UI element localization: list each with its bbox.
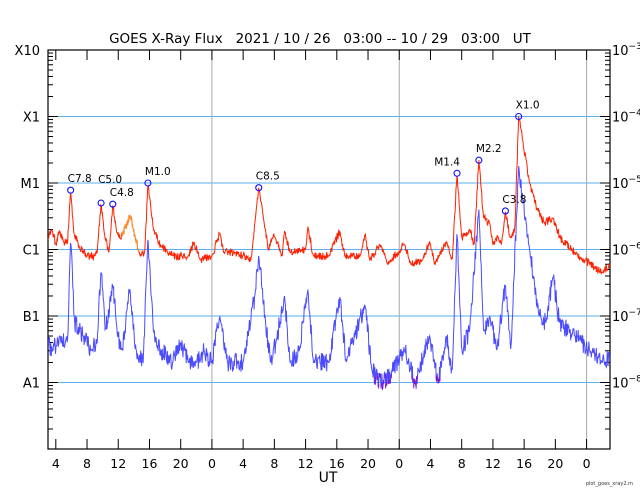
x-axis-label: UT — [318, 470, 338, 486]
flare-marker — [97, 199, 105, 207]
y-left-label: B1 — [23, 310, 40, 325]
flare-label: C8.5 — [256, 171, 280, 183]
flare-marker — [475, 156, 483, 164]
flare-marker — [144, 179, 152, 187]
flare-marker — [255, 184, 263, 192]
x-tick-label: 12 — [110, 456, 126, 471]
flare-label: C7.8 — [68, 173, 92, 185]
y-right-label-exponent: −5 — [629, 175, 640, 185]
x-tick-label: 16 — [329, 456, 345, 471]
x-tick-label: 20 — [547, 456, 563, 471]
y-left-label: A1 — [23, 377, 40, 392]
y-right-label-exponent: −3 — [629, 42, 640, 52]
x-tick-label: 4 — [239, 456, 247, 471]
flare-label: C5.0 — [98, 174, 122, 186]
y-right-label-exponent: −6 — [629, 242, 640, 252]
x-tick-label: 8 — [458, 456, 466, 471]
long-channel-line — [47, 116, 611, 275]
x-tick-label: 0 — [583, 456, 591, 471]
x-tick-label: 4 — [52, 456, 60, 471]
y-left-label: X10 — [15, 44, 40, 59]
x-tick-label: 20 — [360, 456, 376, 471]
x-tick-label: 8 — [83, 456, 91, 471]
y-left-label: M1 — [21, 177, 41, 192]
short-channel-line — [47, 165, 611, 389]
long-channel-alt-segment — [121, 214, 140, 253]
x-tick-label: 0 — [208, 456, 216, 471]
flare-marker — [501, 207, 509, 215]
x-tick-label: 8 — [270, 456, 278, 471]
flare-label: C3.8 — [502, 194, 526, 206]
y-right-label: 10−5 — [612, 175, 640, 192]
y-left-label: C1 — [23, 244, 40, 259]
chart-title: GOES X-Ray Flux 2021 / 10 / 26 03:00 -- … — [109, 31, 531, 47]
y-right-label: 10−3 — [612, 42, 640, 59]
y-right-label: 10−8 — [612, 375, 640, 392]
flare-marker — [67, 186, 75, 194]
flare-label: M1.0 — [145, 166, 171, 178]
credit-text: plot_goes_xray2.m — [585, 481, 633, 487]
y-right-label-exponent: −8 — [629, 375, 640, 385]
x-tick-label: 12 — [298, 456, 314, 471]
x-tick-label: 16 — [516, 456, 532, 471]
flare-label: M2.2 — [476, 143, 502, 155]
y-right-label: 10−6 — [612, 242, 640, 259]
y-right-label-exponent: −7 — [629, 308, 640, 318]
y-right-label-exponent: −4 — [629, 109, 640, 119]
x-tick-label: 4 — [426, 456, 434, 471]
y-right-label: 10−7 — [612, 308, 640, 325]
flare-marker — [109, 200, 117, 208]
x-tick-label: 16 — [142, 456, 158, 471]
flare-marker — [453, 169, 461, 177]
x-tick-label: 12 — [485, 456, 501, 471]
y-right-label: 10−4 — [612, 109, 640, 126]
flare-label: C4.8 — [110, 187, 134, 199]
y-left-label: X1 — [23, 111, 40, 126]
x-tick-label: 0 — [395, 456, 403, 471]
x-tick-label: 20 — [173, 456, 189, 471]
flare-label: X1.0 — [516, 100, 540, 112]
flare-label: M1.4 — [434, 156, 460, 168]
flare-marker — [515, 112, 523, 121]
